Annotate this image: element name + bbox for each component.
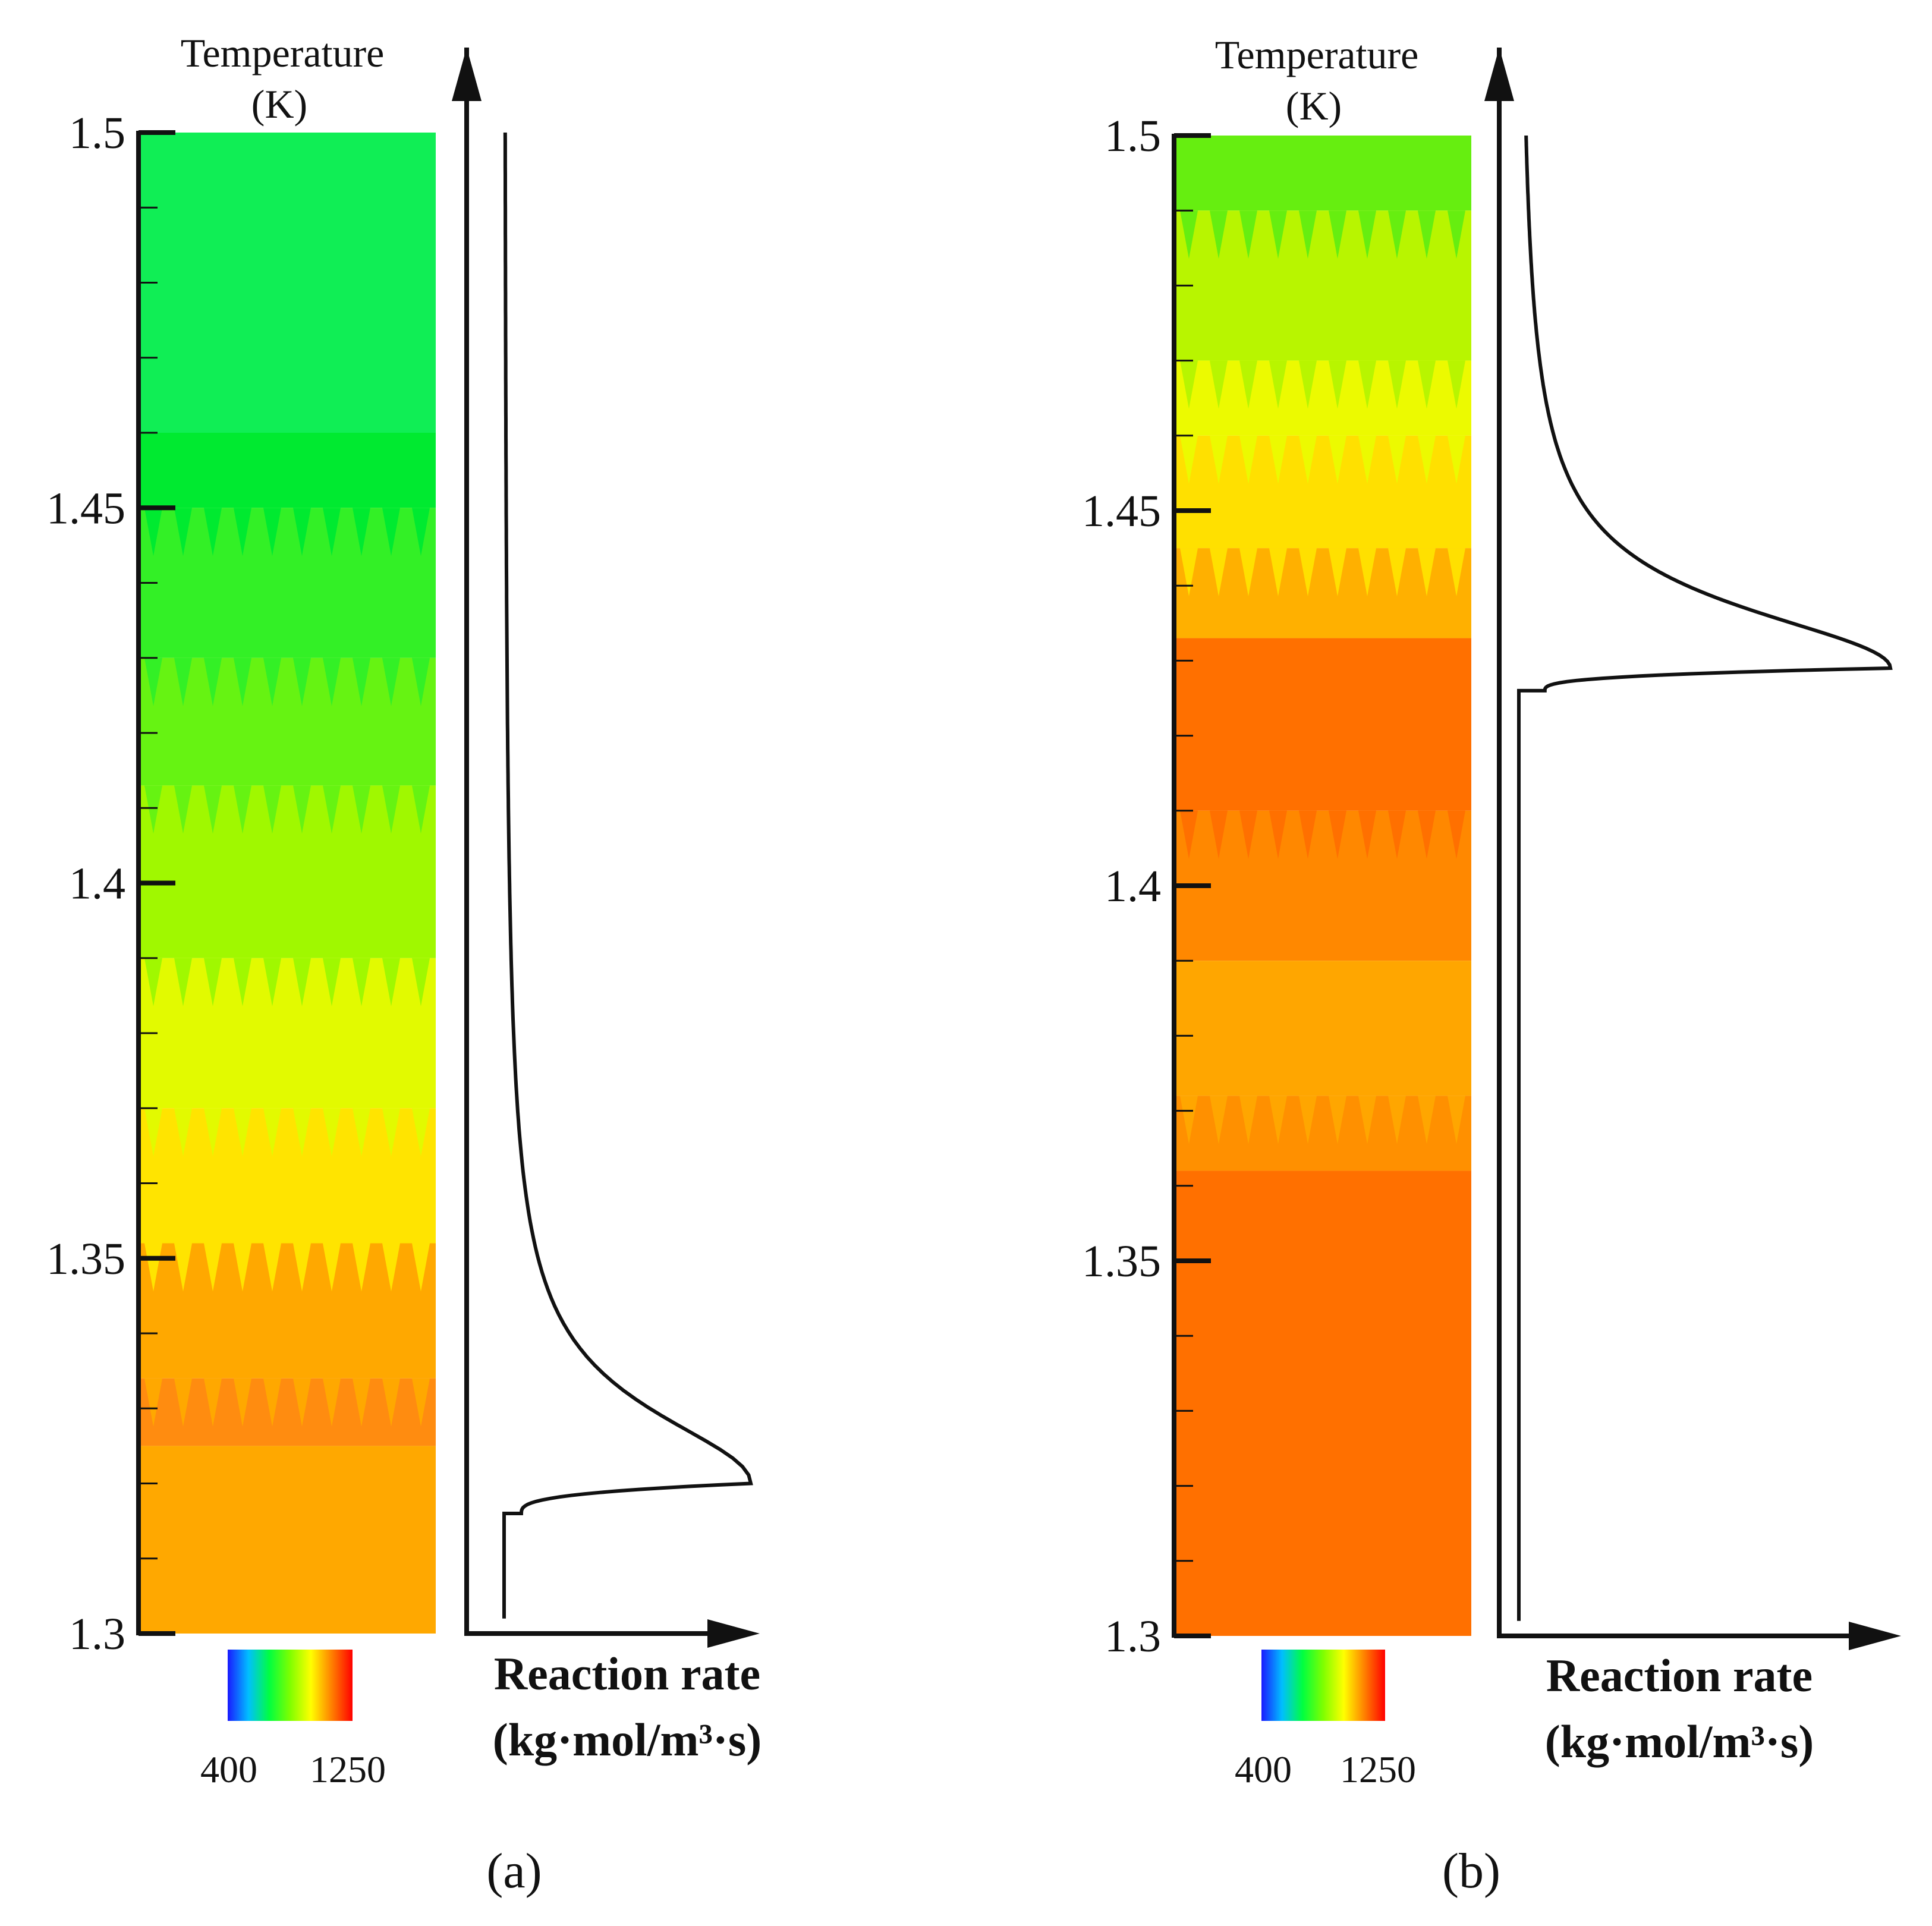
temperature-contour <box>1174 136 1471 1636</box>
contour-transition-teeth <box>144 1243 430 1292</box>
y-tick-label: 1.3 <box>69 1609 125 1659</box>
panel-caption-a: (a) <box>486 1843 542 1899</box>
y-tick-label: 1.45 <box>46 483 125 533</box>
y-axis: 1.5 1.45 1.4 1.35 1.3 <box>46 108 175 1659</box>
temperature-band <box>139 1108 436 1244</box>
reaction-rate-curve <box>1517 135 1893 1621</box>
arrow-right-icon <box>707 1619 760 1648</box>
colorbar-min-label: 400 <box>200 1748 257 1790</box>
colorbar-min-label: 400 <box>1235 1748 1292 1790</box>
contour-transition-teeth <box>144 785 430 834</box>
temperature-band <box>139 433 436 508</box>
arrow-up-icon <box>1484 48 1514 101</box>
y-tick-label: 1.3 <box>1105 1612 1161 1661</box>
temperature-band <box>1174 810 1471 961</box>
temperature-contour <box>139 133 436 1634</box>
reaction-rate-plot <box>452 48 760 1648</box>
y-tick-label: 1.35 <box>46 1234 125 1284</box>
contour-transition-teeth <box>1180 548 1465 597</box>
panel-b: Temperature (K) 1.5 1.45 1.4 1.35 1.3 400 12… <box>1082 32 1901 1899</box>
contour-transition-teeth <box>144 1108 430 1157</box>
temperature-band <box>1174 210 1471 361</box>
reaction-rate-plot <box>1484 48 1901 1650</box>
y-tick-label: 1.4 <box>69 859 125 909</box>
x-axis-label-line1: Reaction rate <box>1546 1650 1813 1701</box>
y-tick-label: 1.5 <box>69 108 125 158</box>
contour-transition-teeth <box>1180 810 1465 859</box>
contour-transition-teeth <box>144 958 430 1006</box>
temperature-band <box>139 133 436 433</box>
temperature-band <box>139 1243 436 1379</box>
contour-transition-teeth <box>144 657 430 706</box>
temperature-band <box>139 958 436 1109</box>
contour-title-line1: Temperature <box>1215 32 1419 77</box>
x-axis-label-line2: (kg·mol/m³·s) <box>493 1714 762 1766</box>
panel-caption-b: (b) <box>1442 1843 1500 1899</box>
y-tick-label: 1.35 <box>1082 1236 1161 1286</box>
y-tick-label: 1.5 <box>1105 111 1161 161</box>
x-axis-label-line1: Reaction rate <box>494 1648 760 1700</box>
temperature-band <box>1174 136 1471 211</box>
y-axis: 1.5 1.45 1.4 1.35 1.3 <box>1082 111 1211 1661</box>
x-axis-label-line2: (kg·mol/m³·s) <box>1545 1716 1814 1767</box>
colorbar <box>1261 1650 1385 1721</box>
contour-transition-teeth <box>1180 210 1465 259</box>
panel-a: Temperature (K) 1.5 1.45 1.4 1.35 1.3 400 12… <box>46 30 762 1899</box>
contour-transition-teeth <box>1180 360 1465 409</box>
colorbar <box>228 1650 353 1721</box>
contour-title-line2: (K) <box>251 81 307 127</box>
contour-title-line2: (K) <box>1286 83 1342 128</box>
y-tick-label: 1.4 <box>1105 861 1161 911</box>
contour-transition-teeth <box>144 508 430 556</box>
colorbar-max-label: 1250 <box>310 1748 386 1790</box>
temperature-band <box>139 1446 436 1634</box>
contour-transition-teeth <box>1180 435 1465 484</box>
y-tick-label: 1.45 <box>1082 486 1161 536</box>
contour-transition-teeth <box>1180 1096 1465 1144</box>
temperature-band <box>139 508 436 658</box>
temperature-band <box>1174 1170 1471 1636</box>
temperature-band <box>1174 961 1471 1096</box>
arrow-right-icon <box>1849 1622 1901 1650</box>
reaction-rate-curve <box>502 132 753 1619</box>
arrow-up-icon <box>452 48 482 101</box>
colorbar-max-label: 1250 <box>1340 1748 1416 1790</box>
contour-transition-teeth <box>144 1378 430 1427</box>
temperature-band <box>1174 638 1471 811</box>
contour-title-line1: Temperature <box>181 30 385 75</box>
temperature-band <box>139 785 436 958</box>
